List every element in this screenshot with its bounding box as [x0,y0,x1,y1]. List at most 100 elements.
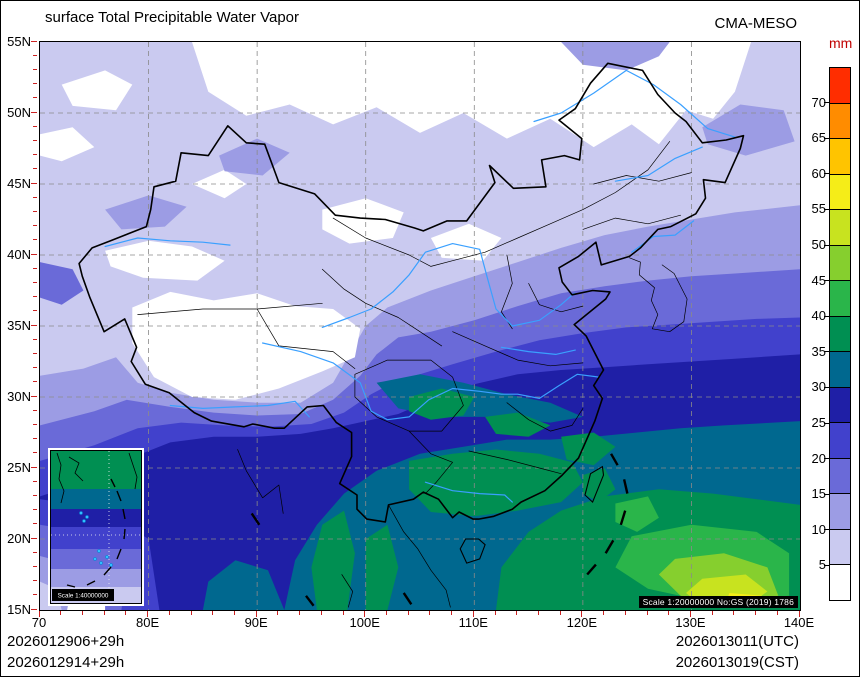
y-minor-tick [33,68,37,70]
map-plot-area: Scale 1:40000000 Scale 1:20000000 No:GS … [39,41,801,611]
contour-region [615,496,659,532]
colorbar-segment [830,529,850,565]
x-minor-tick [516,611,518,615]
legend-tick-label: 55 [811,201,826,217]
x-major-tick [364,611,366,617]
x-minor-tick [299,611,301,615]
inset-dash-line [103,566,112,576]
inset-island [93,557,97,561]
inset-dash-line [110,478,116,488]
legend-tick-label: 15 [811,486,826,502]
y-minor-tick [33,125,37,127]
y-major-tick [31,253,37,255]
province-boundary [354,359,464,432]
x-minor-tick [190,611,192,615]
dry-region [430,223,502,261]
inset-coastline [68,456,84,482]
x-tick-label: 110E [458,615,488,630]
province-boundary [237,449,284,514]
legend-tick [824,315,829,317]
boundary-dash [250,512,261,526]
x-minor-tick [168,611,170,615]
inset-dash-line [86,580,96,586]
dry-region [105,240,225,281]
y-minor-tick [33,523,37,525]
x-tick-label: 120E [566,615,598,630]
china-outline [78,62,745,523]
x-minor-tick [451,611,453,615]
x-major-tick [255,611,257,617]
y-tick-label: 30N [7,389,31,404]
province-boundary [468,450,562,475]
x-tick-label: 100E [349,615,380,630]
legend-tick-label: 30 [811,379,826,395]
province-boundary [321,268,443,347]
y-minor-tick [33,551,37,553]
y-minor-tick [33,594,37,596]
y-minor-tick [33,352,37,354]
init-time-cst: 2026012914+29h [7,654,125,671]
inset-island [97,549,101,553]
inset-dash-line [123,528,126,540]
contour-region [40,262,84,305]
colorbar-segment [830,458,850,494]
river [321,243,575,328]
legend-tick [824,529,829,531]
colorbar-segment [830,316,850,352]
y-minor-tick [33,565,37,567]
y-minor-tick [33,225,37,227]
chart-title: surface Total Precipitable Water Vapor [45,9,300,26]
contour-region [311,510,355,610]
colorbar-segment [830,387,850,423]
south-china-sea-inset: Scale 1:40000000 [48,448,144,606]
x-minor-tick [776,611,778,615]
x-minor-tick [103,611,105,615]
contour-region [561,42,670,71]
map-canvas [40,42,800,610]
y-tick-label: 20N [7,531,31,546]
contour-region [409,449,583,517]
legend-tick-label: 60 [811,165,826,181]
province-boundary [582,214,681,230]
y-minor-tick [33,409,37,411]
colorbar-legend: mm 5 10 15 20 25 30 35 40 45 50 55 60 65 70 [801,35,859,635]
legend-tick [824,564,829,566]
x-minor-tick [668,611,670,615]
x-minor-tick [646,611,648,615]
contour-region [365,524,399,610]
x-minor-tick [624,611,626,615]
colorbar-segment [830,494,850,529]
dry-region [132,291,361,400]
footer-left: 2026012906+29h 2026012914+29h [7,631,124,673]
legend-tick-label: 25 [811,415,826,430]
y-tick-label: 25N [7,460,31,475]
x-major-tick [581,611,583,617]
y-minor-tick [33,310,37,312]
province-boundary [593,172,692,185]
x-minor-tick [711,611,713,615]
province-boundary [388,504,451,608]
legend-tick [824,102,829,104]
legend-tick [824,458,829,460]
y-major-tick [31,324,37,326]
y-tick-label: 45N [7,176,31,191]
x-minor-tick [342,611,344,615]
y-minor-tick [33,452,37,454]
boundary-dash [619,510,627,526]
inset-dash-line [116,490,122,502]
legend-tick [824,137,829,139]
legend-tick-label: 20 [811,450,826,466]
legend-tick [824,244,829,246]
valid-time-cst: 2026013019(CST) [675,654,799,671]
y-minor-tick [33,54,37,56]
x-major-tick [689,611,691,617]
x-minor-tick [125,611,127,615]
inset-island [85,515,89,519]
x-major-tick [798,611,800,617]
x-minor-tick [233,611,235,615]
inset-scale-label: Scale 1:40000000 [58,593,109,600]
y-major-tick [31,466,37,468]
legend-tick-label: 5 [818,557,826,573]
dry-region [40,127,95,162]
